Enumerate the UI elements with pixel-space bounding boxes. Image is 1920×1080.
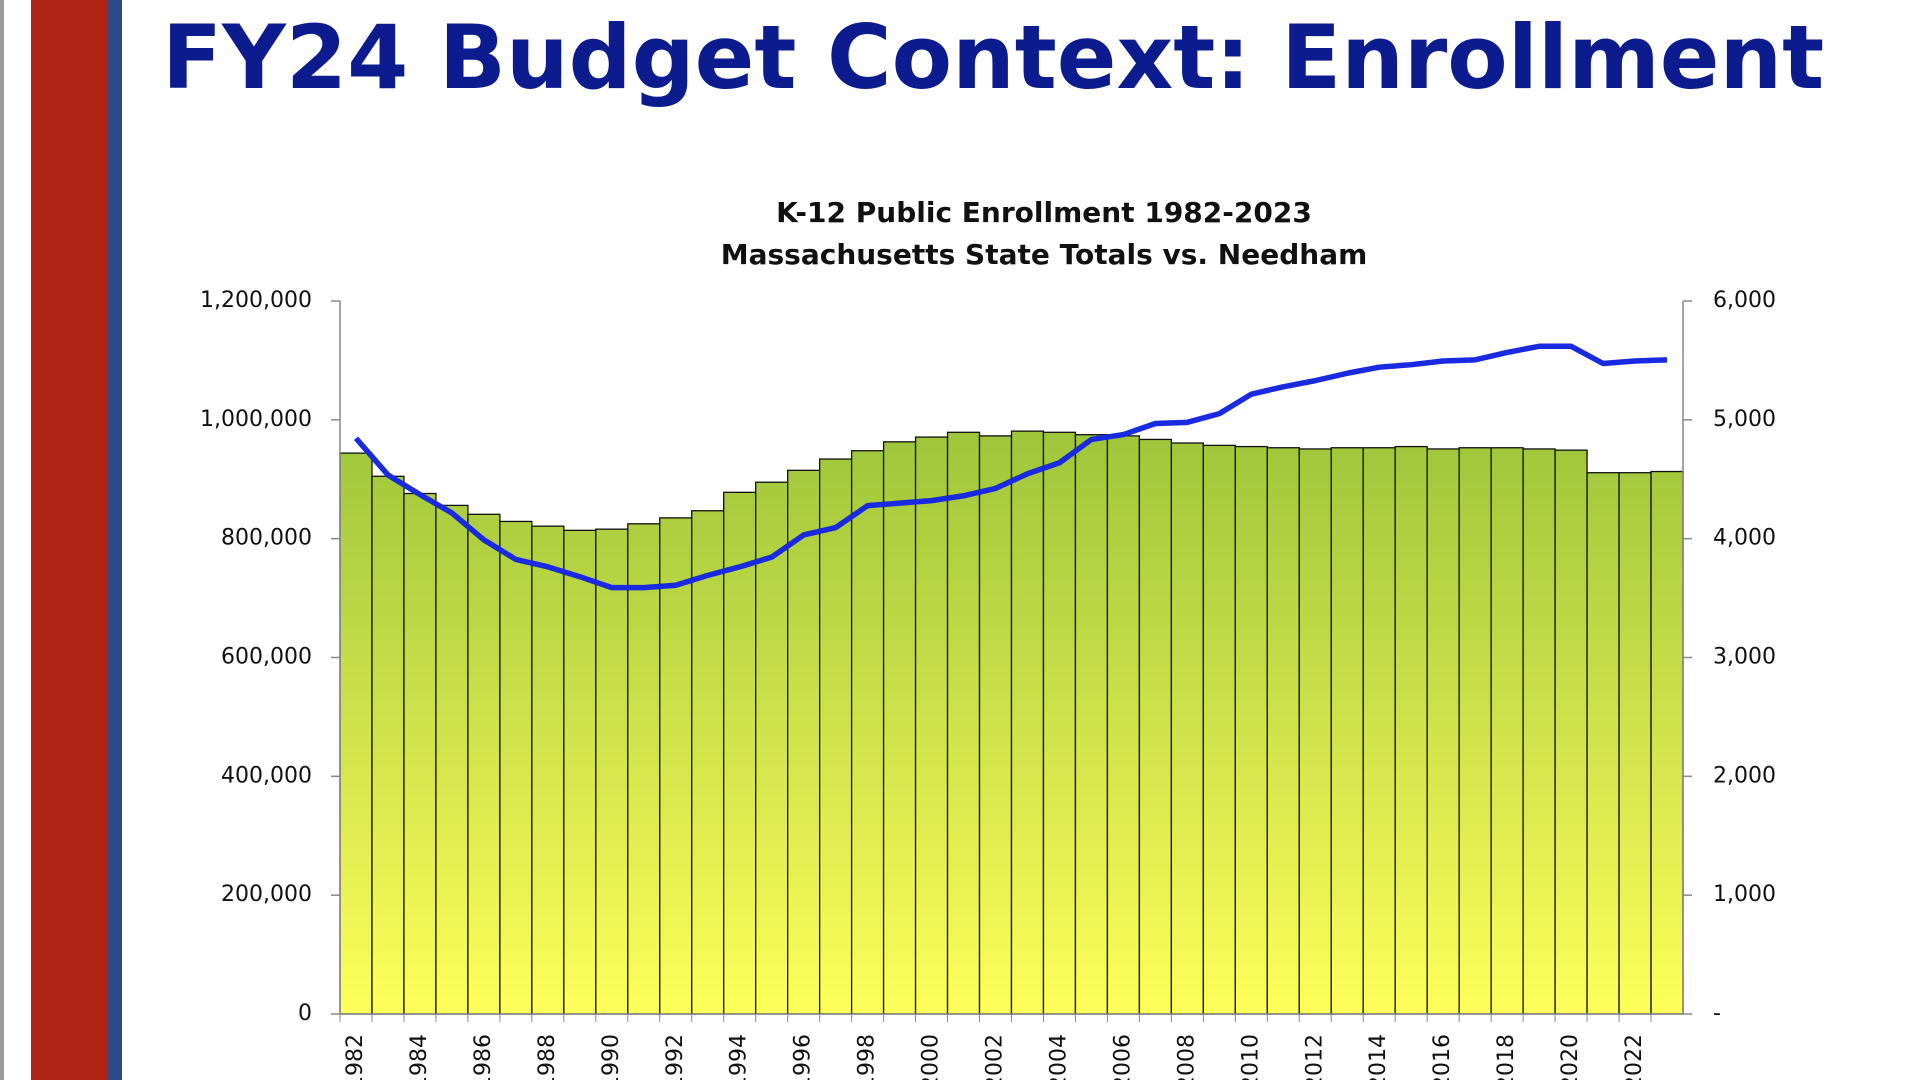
edge-line bbox=[0, 0, 4, 1080]
x-tick-label: 2022 bbox=[1622, 1034, 1647, 1080]
bar bbox=[755, 481, 789, 1015]
x-tick-label: 2016 bbox=[1430, 1034, 1455, 1080]
y-tick-label: 800,000 bbox=[221, 526, 312, 551]
bar bbox=[659, 517, 693, 1015]
x-tick-label: 2020 bbox=[1558, 1034, 1583, 1080]
y2-tick-label: 3,000 bbox=[1713, 645, 1776, 670]
x-tick-label: 1984 bbox=[407, 1034, 432, 1080]
bar bbox=[563, 529, 597, 1015]
bar bbox=[914, 436, 949, 1015]
y-tick-label: 1,200,000 bbox=[200, 288, 312, 313]
y-tick-label: 0 bbox=[298, 1001, 312, 1026]
y2-tick-label: 1,000 bbox=[1713, 882, 1776, 907]
bar bbox=[1266, 447, 1300, 1015]
x-tick-label: 1992 bbox=[663, 1034, 688, 1080]
red-band bbox=[31, 0, 108, 1080]
bar bbox=[371, 475, 405, 1015]
chart-subtitle: Massachusetts State Totals vs. Needham bbox=[721, 238, 1368, 271]
y-tick-label: 1,000,000 bbox=[200, 407, 312, 432]
bar bbox=[1618, 472, 1652, 1015]
y-tick-label: 600,000 bbox=[221, 645, 312, 670]
blue-band bbox=[108, 0, 122, 1080]
bar bbox=[1490, 447, 1524, 1015]
x-tick-label: 2012 bbox=[1302, 1034, 1327, 1080]
bar bbox=[1042, 431, 1077, 1015]
y2-tick-label: - bbox=[1713, 1001, 1721, 1026]
bar bbox=[435, 504, 469, 1015]
bar bbox=[978, 435, 1013, 1015]
y2-tick-label: 5,000 bbox=[1713, 407, 1776, 432]
bar bbox=[1362, 447, 1396, 1015]
x-tick-label: 2014 bbox=[1366, 1034, 1391, 1080]
x-tick-label: 2000 bbox=[919, 1034, 944, 1080]
bar bbox=[531, 525, 565, 1015]
x-tick-label: 2018 bbox=[1494, 1034, 1519, 1080]
x-tick-label: 2008 bbox=[1174, 1034, 1199, 1080]
bar bbox=[1074, 434, 1109, 1015]
bar bbox=[627, 523, 661, 1015]
bar bbox=[1522, 448, 1556, 1015]
bar bbox=[1234, 445, 1268, 1015]
x-tick-label: 1996 bbox=[791, 1034, 816, 1080]
x-tick-label: 1990 bbox=[599, 1034, 624, 1080]
bar bbox=[467, 513, 501, 1015]
x-tick-label: 1998 bbox=[855, 1034, 880, 1080]
bar bbox=[946, 431, 981, 1015]
y-tick-label: 400,000 bbox=[221, 763, 312, 788]
bar bbox=[1394, 445, 1428, 1015]
y-tick-label: 200,000 bbox=[221, 882, 312, 907]
y2-tick-label: 6,000 bbox=[1713, 288, 1776, 313]
bar bbox=[595, 528, 629, 1015]
x-tick-label: 1988 bbox=[535, 1034, 560, 1080]
bar bbox=[1458, 447, 1492, 1015]
bar bbox=[723, 491, 757, 1015]
slide-title: FY24 Budget Context: Enrollment bbox=[162, 6, 1824, 109]
bar bbox=[691, 510, 725, 1015]
bar bbox=[1298, 448, 1332, 1015]
bar bbox=[818, 458, 853, 1015]
bar bbox=[1330, 447, 1364, 1015]
bar bbox=[1586, 472, 1620, 1015]
x-tick-label: 1986 bbox=[471, 1034, 496, 1080]
bar bbox=[1426, 448, 1460, 1015]
x-tick-label: 2004 bbox=[1046, 1034, 1071, 1080]
bar bbox=[403, 492, 437, 1015]
x-tick-label: 2002 bbox=[983, 1034, 1008, 1080]
bar bbox=[1010, 430, 1045, 1015]
line bbox=[353, 343, 1668, 591]
bar bbox=[499, 520, 533, 1015]
bar bbox=[850, 450, 885, 1015]
x-tick-label: 1994 bbox=[727, 1034, 752, 1080]
bar bbox=[1202, 444, 1236, 1015]
bar bbox=[339, 452, 373, 1015]
bar bbox=[1170, 442, 1205, 1015]
bar bbox=[1138, 438, 1173, 1015]
y2-tick-label: 4,000 bbox=[1713, 526, 1776, 551]
x-tick-label: 1982 bbox=[343, 1034, 368, 1080]
bar bbox=[1650, 470, 1684, 1015]
bar bbox=[1106, 435, 1141, 1015]
x-tick-label: 2010 bbox=[1238, 1034, 1263, 1080]
bar bbox=[787, 469, 821, 1015]
chart-title: K-12 Public Enrollment 1982-2023 bbox=[776, 196, 1312, 229]
bar bbox=[882, 441, 917, 1015]
y2-tick-label: 2,000 bbox=[1713, 763, 1776, 788]
x-tick-label: 2006 bbox=[1110, 1034, 1135, 1080]
bar bbox=[1554, 449, 1588, 1015]
